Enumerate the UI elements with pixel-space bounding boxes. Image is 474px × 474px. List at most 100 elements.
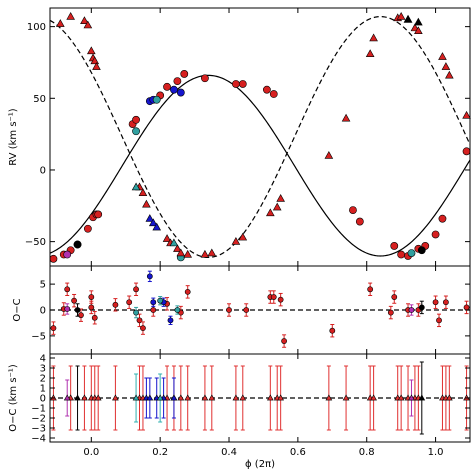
data-point-triangle	[369, 33, 378, 42]
y-tick-label: −5	[31, 331, 46, 342]
data-point-circle	[367, 286, 374, 293]
data-point-triangle	[266, 208, 275, 217]
data-point-triangle	[201, 394, 209, 401]
rv-y-axis-label: RV (km s⁻¹)	[8, 108, 19, 166]
data-point-triangle	[162, 234, 172, 242]
data-point-triangle	[177, 394, 185, 401]
data-point-circle	[391, 294, 398, 300]
y-tick-label: −3	[31, 424, 46, 435]
data-point-circle	[88, 294, 95, 300]
data-point-triangle	[396, 11, 406, 20]
y-tick-label: −50	[25, 237, 46, 248]
data-point-triangle	[441, 62, 451, 70]
data-point-circle	[262, 85, 271, 94]
y-tick-label: −2	[31, 414, 46, 425]
y-tick-label: 3	[40, 364, 46, 375]
data-point-circle	[78, 312, 84, 319]
data-point-triangle	[342, 394, 350, 401]
data-point-circle	[150, 299, 157, 306]
y-tick-label: −4	[31, 434, 46, 445]
data-point-triangle	[200, 249, 210, 258]
x-tick-label: 0.6	[290, 447, 306, 458]
data-point-circle	[146, 273, 153, 280]
data-point-triangle	[146, 394, 154, 401]
x-tick-label: 1.0	[428, 447, 444, 458]
data-point-triangle	[414, 26, 423, 35]
x-tick-label: 0.4	[221, 447, 237, 458]
y-tick-label: 0	[40, 394, 46, 405]
secondary-residuals-y-axis-label: O−C (km s⁻¹)	[8, 364, 19, 432]
data-point-triangle	[276, 194, 285, 202]
data-point-circle	[438, 214, 447, 223]
data-point-circle	[390, 242, 399, 250]
data-point-circle	[88, 304, 95, 311]
data-point-triangle	[418, 394, 426, 401]
data-point-triangle	[370, 394, 377, 401]
data-point-circle	[269, 90, 278, 98]
rv-marks	[49, 11, 471, 263]
data-point-circle	[443, 299, 449, 306]
data-point-triangle	[148, 218, 158, 227]
y-tick-label: 0	[40, 165, 46, 176]
data-point-triangle	[90, 56, 100, 65]
data-point-triangle	[80, 16, 89, 25]
data-point-circle	[91, 314, 98, 321]
data-point-triangle	[403, 14, 413, 23]
data-point-triangle	[184, 394, 192, 401]
data-point-circle	[132, 127, 140, 136]
data-point-circle	[74, 307, 81, 313]
data-point-circle	[418, 304, 425, 311]
data-point-circle	[167, 317, 174, 324]
x-tick-label: 0.2	[152, 447, 168, 458]
data-point-circle	[436, 317, 442, 324]
data-point-triangle	[170, 394, 178, 401]
secondary-orbit-curve	[49, 15, 471, 259]
data-point-circle	[157, 297, 164, 304]
data-point-circle	[432, 299, 439, 306]
data-point-triangle	[238, 232, 248, 241]
data-point-triangle	[131, 182, 141, 191]
data-point-circle	[50, 325, 57, 332]
data-point-circle	[226, 307, 232, 313]
data-point-triangle	[132, 394, 140, 401]
data-point-triangle	[142, 199, 151, 208]
data-point-triangle	[239, 394, 247, 401]
primary-orbit-curve	[49, 74, 471, 257]
data-point-circle	[201, 74, 209, 83]
data-point-triangle	[277, 394, 285, 401]
data-point-triangle	[169, 238, 179, 247]
data-point-triangle	[438, 52, 447, 60]
data-point-triangle	[325, 394, 333, 401]
data-point-triangle	[176, 248, 186, 257]
data-point-circle	[417, 246, 426, 255]
data-point-triangle	[445, 70, 454, 79]
data-point-triangle	[208, 394, 216, 401]
data-point-circle	[173, 77, 182, 85]
y-tick-label: 1	[40, 384, 46, 395]
data-point-circle	[150, 307, 157, 313]
data-point-circle	[238, 80, 247, 88]
data-point-circle	[329, 327, 336, 334]
data-point-triangle	[66, 11, 75, 20]
data-point-circle	[132, 115, 140, 124]
data-point-circle	[112, 301, 119, 308]
primary-residuals-y-axis-label: O−C	[12, 298, 23, 321]
data-point-circle	[180, 70, 189, 78]
y-tick-label: 5	[40, 280, 46, 291]
x-axis-label: ϕ (2π)	[245, 459, 275, 470]
data-point-circle	[133, 286, 139, 293]
data-point-triangle	[156, 394, 164, 401]
y-tick-label: 100	[27, 22, 46, 33]
data-point-triangle	[232, 394, 240, 401]
rv-panel: −50 0 50 100 RV (km s⁻¹)	[8, 7, 471, 267]
primary-residuals-panel: −5 0 5 O−C	[12, 265, 471, 355]
y-tick-label: 2	[40, 374, 46, 385]
x-tick-label: 0.8	[359, 447, 375, 458]
data-point-circle	[64, 286, 71, 293]
rv-panel-frame	[49, 7, 471, 267]
data-point-triangle	[112, 394, 119, 401]
y-tick-label: −1	[31, 404, 46, 415]
data-point-triangle	[173, 244, 182, 252]
